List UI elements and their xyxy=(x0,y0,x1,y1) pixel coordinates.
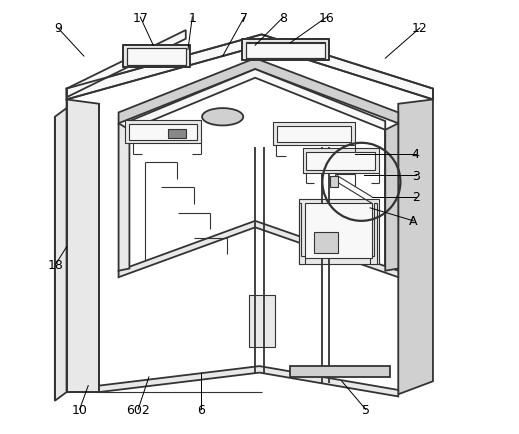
Bar xyxy=(277,127,350,143)
Text: A: A xyxy=(409,215,418,228)
Bar xyxy=(242,39,329,61)
Bar xyxy=(272,123,355,146)
Text: 1: 1 xyxy=(188,12,196,24)
Polygon shape xyxy=(385,124,398,271)
Text: 6: 6 xyxy=(197,403,205,416)
Text: 4: 4 xyxy=(412,148,419,161)
Text: 9: 9 xyxy=(54,22,62,35)
Text: 16: 16 xyxy=(319,12,335,24)
Polygon shape xyxy=(298,204,305,265)
Bar xyxy=(125,121,201,144)
Text: 10: 10 xyxy=(72,403,88,416)
Polygon shape xyxy=(290,366,390,377)
Bar xyxy=(127,49,186,66)
Polygon shape xyxy=(66,35,433,100)
Polygon shape xyxy=(118,59,398,124)
Text: 12: 12 xyxy=(412,22,428,35)
Text: 2: 2 xyxy=(412,191,419,204)
Bar xyxy=(306,152,375,171)
Polygon shape xyxy=(118,221,398,278)
Ellipse shape xyxy=(202,109,243,126)
Polygon shape xyxy=(66,100,99,392)
Polygon shape xyxy=(99,366,398,397)
Polygon shape xyxy=(129,70,385,131)
Bar xyxy=(305,204,372,258)
Text: 7: 7 xyxy=(240,12,248,24)
Text: 18: 18 xyxy=(48,258,64,271)
Polygon shape xyxy=(118,124,129,271)
Text: 8: 8 xyxy=(279,12,288,24)
Bar xyxy=(123,46,190,68)
Polygon shape xyxy=(55,109,66,401)
Bar xyxy=(303,149,379,174)
Bar xyxy=(249,295,275,347)
Text: 3: 3 xyxy=(412,169,419,182)
Bar xyxy=(313,232,337,254)
Bar xyxy=(247,43,324,59)
Text: 17: 17 xyxy=(132,12,148,24)
Bar xyxy=(169,130,186,139)
Bar xyxy=(330,177,338,187)
Bar xyxy=(129,125,197,141)
Text: 602: 602 xyxy=(126,403,150,416)
Polygon shape xyxy=(398,100,433,395)
Bar xyxy=(298,200,379,265)
Polygon shape xyxy=(66,31,186,98)
Text: 5: 5 xyxy=(362,403,370,416)
Polygon shape xyxy=(370,204,377,265)
